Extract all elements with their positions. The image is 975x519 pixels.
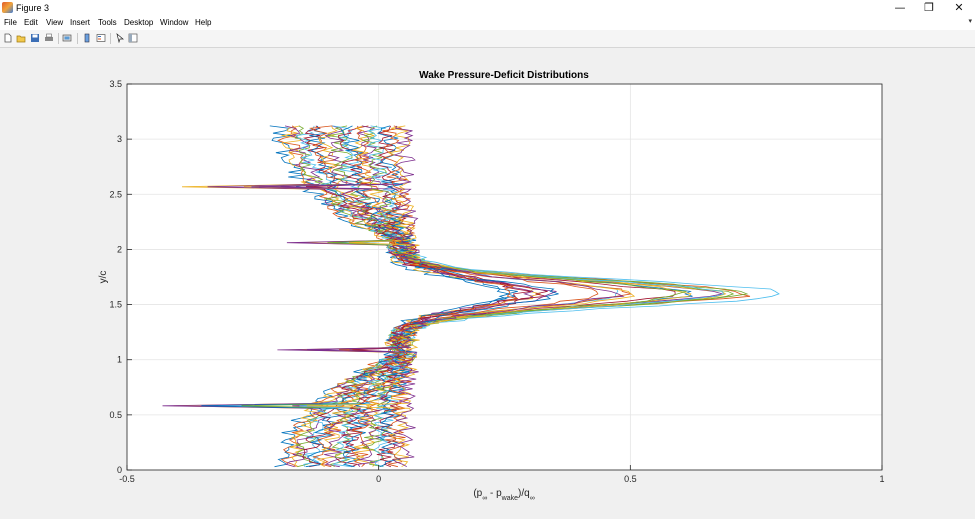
series-line	[252, 125, 518, 468]
figure-canvas: -0.5 0 0.5 1 0 0.5 1 1.5 2 2.5 3 3.5 Wake Pressure-…	[0, 48, 975, 514]
y-tick-label: 3	[117, 134, 122, 144]
series-line	[201, 125, 693, 468]
series-line	[251, 125, 625, 468]
series-line	[317, 125, 727, 468]
insert-colorbar-icon[interactable]	[82, 33, 92, 43]
new-figure-icon[interactable]	[3, 33, 13, 43]
menu-help[interactable]: Help	[195, 18, 212, 27]
property-inspector-icon[interactable]	[128, 33, 138, 43]
save-icon[interactable]	[30, 33, 40, 43]
close-button[interactable]: ✕	[954, 1, 964, 14]
series-line	[376, 125, 559, 468]
window-title: Figure 3	[16, 3, 50, 13]
axes-background	[127, 84, 882, 470]
series-line	[299, 125, 725, 468]
series-line	[277, 125, 751, 468]
menu-bar: File Edit View Insert Tools Desktop Wind…	[0, 16, 975, 30]
matlab-app-icon	[2, 2, 13, 13]
series-line	[301, 125, 676, 468]
x-tick-label: -0.5	[119, 474, 135, 484]
insert-legend-icon[interactable]	[96, 33, 106, 43]
toolbar-separator	[58, 33, 59, 44]
x-tick-label: 0.5	[624, 474, 637, 484]
wake-plot[interactable]: -0.5 0 0.5 100.511.522.533.5 Wake Pressure-…	[0, 48, 975, 514]
axis-ticks: -0.5 0 0.5 100.511.522.533.5	[109, 79, 884, 484]
y-tick-label: 2.5	[109, 189, 122, 199]
link-plot-icon[interactable]	[62, 33, 72, 43]
toolbar-separator	[77, 33, 78, 44]
window-title-bar: Figure 3 — ❐ ✕	[0, 0, 975, 16]
series-line	[243, 125, 692, 467]
y-tick-label: 2	[117, 244, 122, 254]
print-icon[interactable]	[44, 33, 54, 43]
x-axis-label: (p∞ - pwake)/q∞	[473, 488, 534, 502]
menu-window[interactable]: Window	[160, 18, 189, 27]
y-axis-label: y/c	[98, 271, 109, 284]
y-tick-label: 1	[117, 355, 122, 365]
menu-overflow-icon[interactable]: ▾	[968, 18, 972, 25]
series-line	[294, 125, 749, 468]
y-tick-label: 1.5	[109, 300, 122, 310]
series-line	[269, 125, 510, 468]
figure-toolbar	[0, 30, 975, 48]
toolbar-separator	[110, 33, 111, 44]
y-tick-label: 0.5	[109, 410, 122, 420]
x-tick-label: 0	[376, 474, 381, 484]
menu-view[interactable]: View	[46, 18, 64, 27]
x-tick-label: 1	[879, 474, 884, 484]
data-series	[162, 125, 780, 468]
minimize-button[interactable]: —	[894, 1, 906, 14]
menu-edit[interactable]: Edit	[24, 18, 38, 27]
series-line	[173, 125, 541, 468]
series-line	[258, 125, 557, 467]
chart-title: Wake Pressure-Deficit Distributions	[419, 70, 589, 81]
menu-insert[interactable]: Insert	[70, 18, 91, 27]
restore-button[interactable]: ❐	[924, 1, 934, 14]
pointer-icon[interactable]	[115, 33, 125, 43]
menu-desktop[interactable]: Desktop	[124, 18, 154, 27]
y-tick-label: 3.5	[109, 79, 122, 89]
series-line	[382, 125, 518, 468]
open-file-icon[interactable]	[16, 33, 26, 43]
y-tick-label: 0	[117, 465, 122, 475]
menu-file[interactable]: File	[4, 18, 17, 27]
menu-tools[interactable]: Tools	[98, 18, 117, 27]
axes-box	[126, 83, 883, 471]
